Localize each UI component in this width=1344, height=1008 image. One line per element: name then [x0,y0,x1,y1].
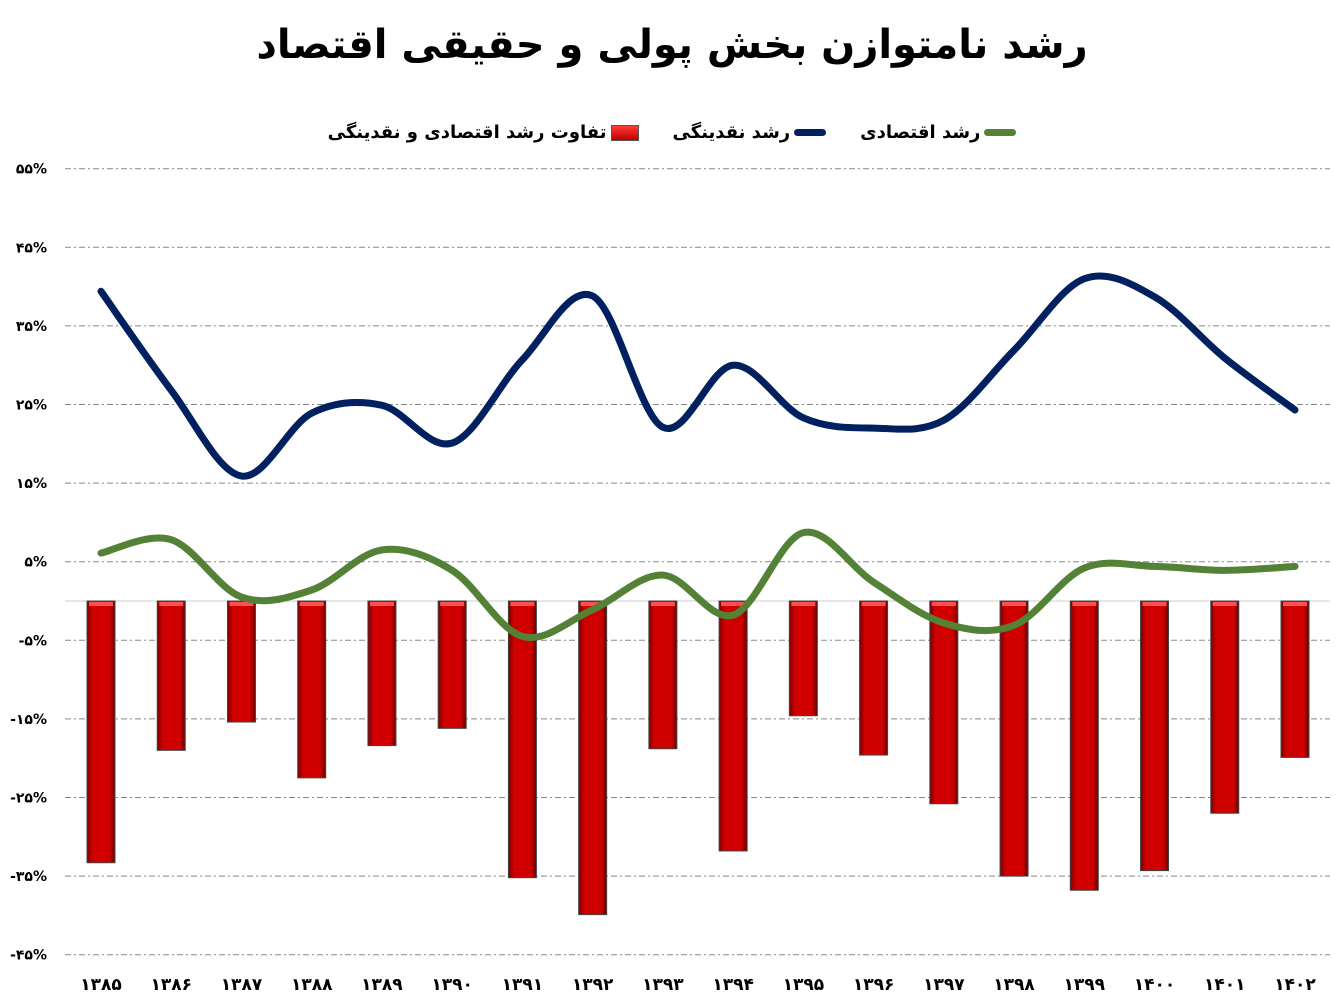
bar [507,600,537,879]
bar-highlight [791,602,816,606]
bar [648,600,678,750]
bar [578,600,608,916]
bar-highlight [369,602,394,606]
bar-highlight [159,602,184,606]
bar-highlight [650,602,675,606]
legend-item-economic-growth: رشد اقتصادی [860,122,1017,143]
bar-highlight [89,602,113,606]
x-tick-label: ۱۳۹۶ [853,975,895,995]
x-tick-label: ۱۳۹۰ [431,975,473,995]
x-tick-label: ۱۴۰۰ [1134,975,1176,995]
legend-label: رشد نقدینگی [672,122,791,143]
bar-highlight [1072,602,1097,606]
bar-highlight [229,602,254,606]
x-tick-label: ۱۳۹۱ [502,975,544,995]
x-tick-label: ۱۳۸۹ [361,975,403,995]
x-tick-label: ۱۳۹۸ [993,975,1035,995]
legend-swatch [610,124,639,141]
bar-highlight [580,602,605,606]
legend-label: تفاوت رشد اقتصادی و نقدینگی [327,122,607,143]
bar [226,600,256,723]
bar [1280,600,1310,758]
bar-highlight [721,602,746,606]
bar-highlight [1212,602,1237,606]
bar-highlight [1002,602,1027,606]
x-tick-label: ۱۳۸۵ [80,975,122,995]
y-tick-label: -۵% [19,633,47,649]
bar [1140,600,1170,872]
y-tick-label: -۲۵% [10,791,47,807]
y-tick-label: -۳۵% [10,869,47,885]
x-tick-label: ۱۳۹۹ [1064,975,1106,995]
bar [1069,600,1099,891]
x-tick-label: ۱۳۹۲ [572,975,614,995]
bar-highlight [299,602,324,606]
bar [1210,600,1240,814]
liquidity-growth-line [97,272,1299,480]
economic-growth-line [97,528,1299,641]
y-tick-label: ۱۵% [16,476,47,492]
bar-highlight [440,602,465,606]
bar-highlight [1283,602,1307,606]
y-tick-label: ۵% [24,555,47,571]
bar [999,600,1029,877]
bar-highlight [1142,602,1167,606]
bar-highlight [861,602,886,606]
x-tick-label: ۱۴۰۱ [1204,975,1246,995]
x-tick-label: ۱۳۸۸ [291,975,333,995]
y-tick-label: ۵۵% [16,162,47,178]
legend: رشد اقتصادی رشد نقدینگی تفاوت رشد اقتصاد… [0,122,1344,143]
bar-highlight [931,602,956,606]
bar [86,600,116,864]
chart-title: رشد نامتوازن بخش پولی و حقیقی اقتصاد [256,22,1088,68]
bar [367,600,397,747]
bar [718,600,748,852]
x-tick-label: ۱۳۹۳ [642,975,684,995]
y-tick-label: ۲۵% [16,398,47,414]
bar-highlight [510,602,535,606]
bar [297,600,327,779]
x-tick-label: ۱۳۸۷ [221,975,263,995]
legend-item-liquidity-growth: رشد نقدینگی [673,122,827,143]
legend-item-difference: تفاوت رشد اقتصادی و نقدینگی [328,122,639,143]
legend-swatch [984,129,1017,136]
legend-label: رشد اقتصادی [860,122,981,143]
bar [156,600,186,751]
x-tick-label: ۱۳۹۷ [923,975,965,995]
y-tick-label: ۳۵% [16,319,47,335]
y-tick-label: -۴۵% [10,948,47,964]
x-tick-label: ۱۳۹۵ [783,975,825,995]
x-tick-label: ۱۳۹۴ [712,975,754,995]
x-tick-label: ۱۴۰۲ [1274,975,1316,995]
y-tick-label: ۴۵% [16,240,47,256]
bar [788,600,818,717]
bar [859,600,889,756]
x-tick-label: ۱۳۸۶ [150,975,192,995]
bar [437,600,467,729]
bar [929,600,959,805]
y-tick-label: -۱۵% [10,712,47,728]
legend-swatch [794,129,827,136]
